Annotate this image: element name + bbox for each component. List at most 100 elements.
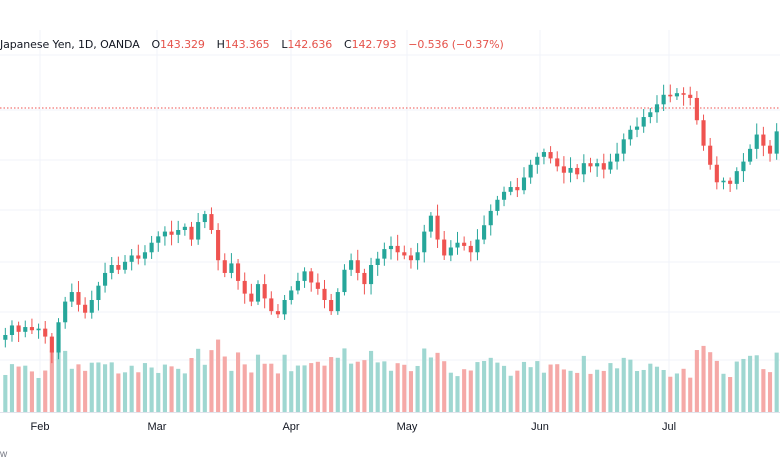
candle-body [23, 327, 28, 332]
volume-bar [708, 352, 713, 412]
candle-body [714, 164, 719, 183]
volume-bar [56, 334, 61, 412]
candle-body [654, 104, 660, 113]
volume-bar [641, 369, 646, 412]
volume-bar [9, 364, 15, 412]
candle-body [701, 120, 706, 146]
time-axis[interactable]: Feb Mar Apr May Jun Jul [0, 412, 780, 443]
volume-bar [109, 362, 114, 412]
volume-bar [575, 372, 580, 412]
candle-body [435, 215, 440, 240]
candle-body [748, 148, 753, 162]
volume-bar [628, 359, 633, 412]
volume-bar [255, 354, 261, 412]
candle-body [202, 214, 207, 223]
volume-bar [555, 364, 560, 412]
volume-bar [315, 361, 320, 412]
candle-body [322, 288, 327, 300]
volume-bar [309, 363, 314, 412]
candle-body [561, 166, 566, 173]
volume-bar [688, 377, 693, 412]
volume-bar [169, 366, 174, 412]
volume-bar [548, 364, 553, 412]
volume-bar [581, 355, 586, 412]
candle-body [96, 285, 101, 300]
symbol-description: Japanese Yen, 1D, OANDA [0, 38, 140, 51]
candle-body [83, 304, 88, 313]
volume-bar [488, 357, 493, 412]
volume-bar [289, 371, 294, 412]
volume-bar [136, 372, 141, 412]
candle-body [588, 163, 593, 167]
candle-body [209, 214, 214, 230]
candle-body [555, 158, 560, 167]
volume-bar [182, 373, 187, 412]
candle-body [621, 139, 626, 154]
volume-bar [222, 356, 227, 412]
volume-bar [29, 371, 34, 412]
volume-bar [3, 374, 8, 412]
volume-bar [23, 365, 28, 412]
candle-body [216, 230, 221, 261]
volume-bar [229, 370, 234, 412]
candle-body [382, 249, 387, 259]
x-tick-label: Jul [661, 421, 677, 433]
candle-body [235, 263, 241, 281]
volume-bar [462, 369, 467, 412]
candle-body [329, 300, 334, 312]
candle-body [468, 245, 473, 253]
candle-body [342, 269, 347, 293]
candle-body [69, 292, 74, 302]
volume-bar [541, 372, 547, 412]
candle-body [368, 265, 374, 285]
candles [3, 84, 779, 364]
volume-bar [156, 372, 161, 412]
candle-body [601, 163, 606, 170]
volume-bar [16, 366, 21, 412]
candle-body [388, 245, 394, 250]
candle-body [482, 225, 487, 240]
volume-bar [49, 350, 54, 412]
volume-bar [615, 368, 620, 412]
candle-body [395, 245, 400, 253]
candle-body [521, 177, 527, 191]
volume-bar [495, 362, 500, 412]
candle-body [335, 292, 340, 312]
candle-body [242, 280, 247, 294]
x-tick-label: Apr [282, 421, 300, 433]
x-tick-label: Mar [147, 421, 167, 433]
candle-body [548, 152, 553, 159]
candle-body [249, 293, 254, 302]
candle-body [282, 300, 287, 315]
candle-body [734, 171, 739, 184]
volume-bar [382, 361, 387, 412]
candle-body [741, 161, 746, 172]
candle-body [455, 242, 460, 248]
candle-body [182, 226, 187, 230]
low-label: L [281, 38, 288, 51]
candle-body [415, 252, 420, 261]
volume-bar [302, 365, 307, 412]
volume-bar [694, 350, 699, 412]
volume-bar [774, 352, 779, 412]
volume-bar [189, 357, 194, 412]
candle-body [488, 210, 493, 226]
candle-body [315, 282, 320, 289]
candle-body [615, 153, 620, 162]
volume-bar [528, 367, 533, 412]
candle-body [628, 129, 633, 140]
volume-bar [422, 348, 427, 412]
candle-body [142, 252, 148, 259]
candle-body [508, 187, 513, 192]
volume-bar [468, 370, 473, 412]
volume-bar [36, 377, 41, 412]
candle-body [448, 247, 453, 256]
footer-watermark: w [0, 449, 8, 460]
candle-body [721, 180, 726, 183]
volume-bar [209, 350, 214, 412]
volume-bar [595, 369, 600, 412]
candle-body [149, 242, 154, 253]
candle-body [176, 230, 181, 235]
